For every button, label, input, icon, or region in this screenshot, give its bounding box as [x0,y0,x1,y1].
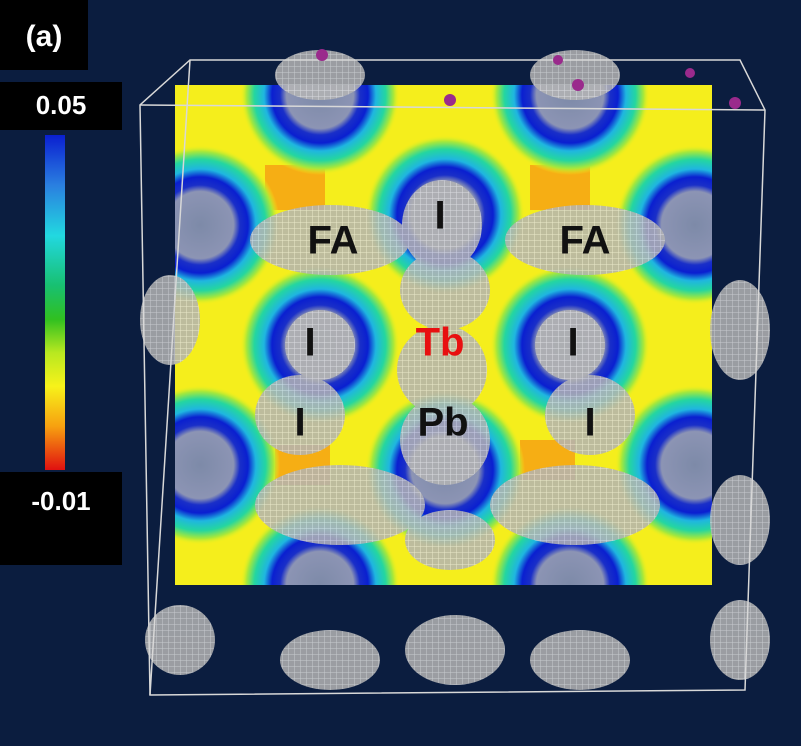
atom-label: I [294,401,305,445]
panel-label: (a) [26,20,63,53]
atom-label: I [584,401,595,445]
atom-label: Pb [417,401,468,445]
colorbar-max-label: 0.05 [36,90,87,120]
atom-label: Tb [416,321,465,365]
colorbar [45,135,65,470]
atom-label: I [567,321,578,365]
atom-label: FA [559,219,610,263]
figure: (a) 0.05 -0.01 FAIFAITbIIPbI [0,0,801,746]
colorbar-min-label: -0.01 [31,486,90,516]
atom-label: I [434,194,445,238]
atom-label: I [304,321,315,365]
atom-label: FA [307,219,358,263]
